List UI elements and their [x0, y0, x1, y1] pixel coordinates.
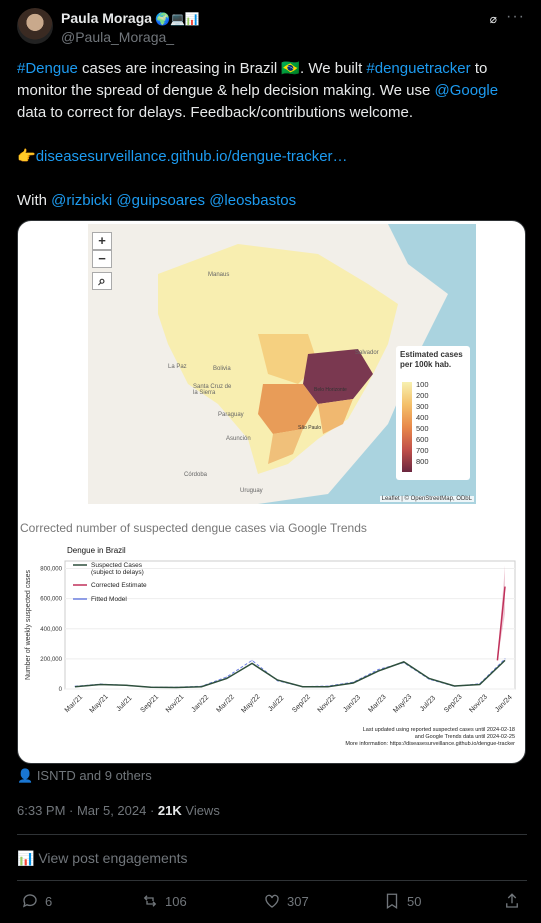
- map-label: Asunción: [226, 436, 251, 442]
- zoom-in-button[interactable]: +: [92, 232, 112, 250]
- y-tick-label: 800,000: [40, 567, 62, 573]
- map-label: São Paulo: [298, 425, 322, 431]
- zoom-out-button[interactable]: −: [92, 250, 112, 268]
- x-tick-label: Sep/21: [140, 694, 161, 715]
- chart-footnote: More information: https://diseasesurveil…: [345, 741, 515, 747]
- y-tick-label: 600,000: [40, 597, 62, 603]
- post-text: #Dengue cases are increasing in Brazil 🇧…: [17, 60, 499, 209]
- y-tick-label: 400,000: [40, 627, 62, 633]
- corrected-estimate-line: [496, 586, 506, 661]
- share-button[interactable]: [503, 892, 521, 910]
- map-label: Córdoba: [184, 472, 208, 478]
- divider: [17, 834, 527, 835]
- x-tick-label: May/23: [392, 693, 413, 714]
- bar-chart-icon: 📊: [17, 850, 35, 866]
- dengue-chart: 0 200,000 400,000 600,000 800,000 Number of w…: [25, 546, 516, 747]
- more-options-icon[interactable]: ···: [506, 8, 525, 25]
- pointing-hand-icon: 👉: [17, 148, 36, 165]
- chart-footnote: Last updated using reported suspected ca…: [363, 727, 515, 733]
- mention-google[interactable]: @Google: [434, 82, 499, 99]
- post-timestamp: 6:33 PM · Mar 5, 2024 · 21K Views: [17, 803, 220, 818]
- map-label: Belo Horizonte: [314, 387, 347, 393]
- map-label: Paraguay: [218, 412, 244, 418]
- x-tick-label: Jul/23: [419, 695, 437, 713]
- y-tick-label: 0: [59, 687, 63, 693]
- views-count: 21K: [157, 803, 182, 818]
- like-button[interactable]: 307: [263, 892, 309, 910]
- legend-label: Corrected Estimate: [91, 582, 147, 589]
- reply-button[interactable]: 6: [21, 892, 52, 910]
- legend-label: Suspected Cases: [91, 562, 143, 569]
- x-tick-label: Mar/23: [367, 694, 387, 714]
- divider: [17, 880, 527, 881]
- legend-label: (subject to delays): [91, 569, 144, 576]
- fitted-point: [251, 659, 253, 661]
- x-tick-label: Sep/23: [443, 694, 464, 715]
- grok-icon[interactable]: ⌀: [489, 12, 497, 26]
- post-image[interactable]: + − ⌕ Manaus La Paz Bolivia Santa Cruz d…: [17, 220, 526, 764]
- external-link[interactable]: diseasesurveillance.github.io/dengue-tra…: [35, 148, 348, 165]
- share-icon: [506, 893, 518, 908]
- avatar[interactable]: [17, 8, 53, 44]
- suspected-cases-line: [74, 659, 506, 689]
- mention-rizbicki[interactable]: @rizbicki: [51, 192, 113, 209]
- fitted-point: [226, 676, 228, 678]
- repost-button[interactable]: 106: [141, 892, 187, 910]
- chart-subtitle: Dengue in Brazil: [67, 546, 126, 555]
- x-tick-label: Nov/22: [317, 694, 338, 715]
- author-handle[interactable]: @Paula_Moraga_: [61, 29, 175, 45]
- map-label: Uruguay: [240, 488, 263, 494]
- y-tick-label: 200,000: [40, 657, 62, 663]
- corrected-estimate-band: [497, 565, 505, 661]
- author-badges: 🌍💻📊: [155, 12, 200, 26]
- plot-area: [64, 560, 516, 690]
- x-tick-label: Jan/24: [494, 694, 514, 714]
- legend-colorbar: [402, 382, 412, 472]
- bookmark-button[interactable]: 50: [383, 892, 421, 910]
- map-search-icon[interactable]: ⌕: [92, 272, 112, 290]
- x-tick-label: Nov/23: [468, 694, 489, 715]
- reply-icon: [22, 894, 37, 908]
- mention-guipsoares[interactable]: @guipsoares: [116, 192, 206, 209]
- view-engagements-link[interactable]: 📊 View post engagements: [17, 850, 188, 866]
- chart-footnote: and Google Trends data until 2024-02-25: [415, 734, 515, 740]
- x-tick-label: Mar/21: [64, 694, 84, 714]
- liked-by[interactable]: 👤 ISNTD and 9 others: [17, 768, 152, 783]
- post-header: Paula Moraga 🌍💻📊 @Paula_Moraga_ ⌀ ···: [17, 8, 527, 48]
- map-label: Manaus: [208, 272, 230, 278]
- x-tick-label: Jul/21: [115, 695, 133, 713]
- legend-label: Fitted Model: [91, 596, 127, 603]
- x-tick-label: Jan/22: [190, 694, 210, 714]
- hashtag-dengue[interactable]: #Dengue: [17, 60, 78, 77]
- x-tick-label: Jan/23: [342, 694, 362, 714]
- x-tick-label: May/21: [89, 693, 110, 714]
- heart-icon: [265, 894, 279, 908]
- repost-icon: [143, 895, 157, 907]
- map-legend: Estimated cases per 100k hab. 100 200 30…: [396, 346, 470, 480]
- map-label: Salvador: [355, 350, 379, 356]
- map-label: La Paz: [168, 364, 187, 370]
- legend-title: Estimated cases per 100k hab.: [400, 350, 463, 369]
- mention-leosbastos[interactable]: @leosbastos: [209, 192, 297, 209]
- x-tick-label: Nov/21: [165, 694, 186, 715]
- map-label: Santa Cruz de la Sierra: [193, 384, 232, 396]
- map-shapes: [88, 224, 476, 504]
- action-bar: 6 106 307 50: [17, 892, 527, 916]
- map-label: Bolivia: [213, 366, 231, 372]
- author-name[interactable]: Paula Moraga 🌍💻📊: [61, 10, 200, 26]
- x-tick-label: Mar/22: [216, 694, 236, 714]
- map-attribution[interactable]: Leaflet | © OpenStreetMap, ODbL: [379, 496, 474, 502]
- brazil-map: + − ⌕ Manaus La Paz Bolivia Santa Cruz d…: [88, 224, 476, 504]
- x-tick-label: May/22: [240, 693, 261, 714]
- x-tick-label: Sep/22: [291, 694, 312, 715]
- y-axis-label: Number of weekly suspected cases: [25, 569, 32, 680]
- x-tick-label: Jul/22: [267, 695, 285, 713]
- chart-title: Corrected number of suspected dengue cas…: [20, 521, 367, 535]
- hashtag-denguetracker[interactable]: #denguetracker: [366, 60, 471, 77]
- bookmark-icon: [386, 893, 398, 910]
